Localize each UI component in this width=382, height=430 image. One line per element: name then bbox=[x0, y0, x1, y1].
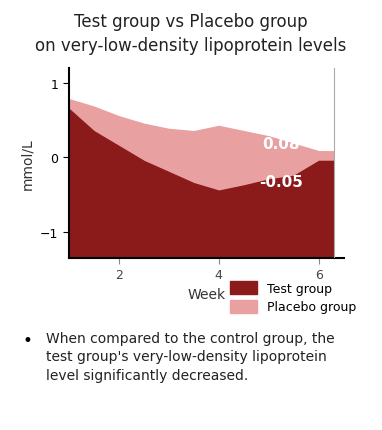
Text: When compared to the control group, the
test group's very-low-density lipoprotei: When compared to the control group, the … bbox=[46, 331, 335, 382]
Text: 0.08: 0.08 bbox=[262, 137, 300, 152]
Legend: Test group, Placebo group: Test group, Placebo group bbox=[230, 282, 357, 313]
Text: •: • bbox=[23, 331, 33, 349]
X-axis label: Week: Week bbox=[187, 287, 225, 301]
Text: -0.05: -0.05 bbox=[259, 174, 303, 189]
Text: Test group vs Placebo group
on very-low-density lipoprotein levels: Test group vs Placebo group on very-low-… bbox=[35, 13, 347, 55]
Y-axis label: mmol/L: mmol/L bbox=[20, 138, 34, 189]
